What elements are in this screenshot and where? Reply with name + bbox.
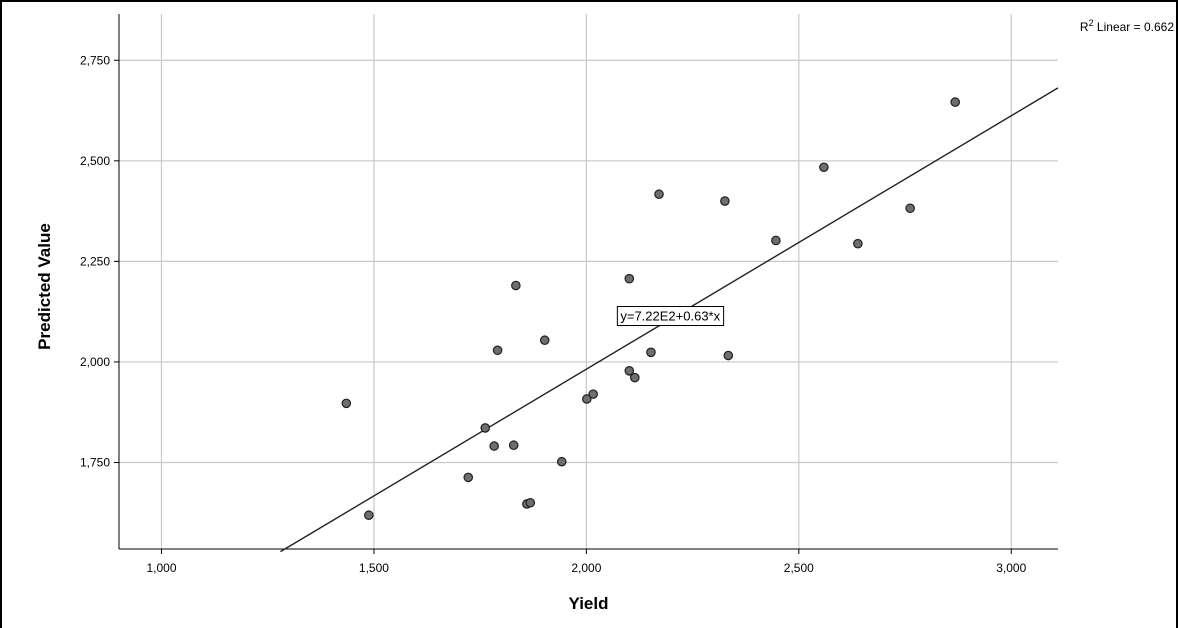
data-point bbox=[819, 162, 829, 173]
grid-lines bbox=[119, 14, 1058, 549]
y-tick-label: 2,250 bbox=[80, 254, 110, 268]
data-point bbox=[511, 280, 521, 291]
data-point bbox=[771, 235, 781, 246]
data-point bbox=[582, 394, 592, 404]
x-tick-label: 2,500 bbox=[784, 561, 814, 575]
data-point bbox=[492, 345, 503, 356]
data-point bbox=[480, 423, 491, 433]
data-point bbox=[588, 389, 598, 399]
data-point bbox=[624, 273, 635, 284]
data-point bbox=[950, 97, 960, 107]
r2-label: R2 Linear = 0.662 bbox=[1080, 18, 1174, 34]
x-axis-ticks: 1,000 1,500 2,000 2,500 3,000 bbox=[146, 549, 1027, 575]
x-tick-label: 2,000 bbox=[571, 561, 601, 575]
data-point bbox=[525, 497, 536, 508]
data-points bbox=[341, 97, 960, 521]
y-axis-title: Predicted Value bbox=[35, 223, 54, 350]
data-point bbox=[646, 347, 656, 358]
data-point bbox=[905, 203, 915, 214]
data-point bbox=[341, 398, 352, 409]
data-point bbox=[654, 189, 664, 200]
y-tick-label: 2,500 bbox=[80, 154, 110, 168]
y-axis-ticks: 1,750 2,000 2,250 2,500 2,750 bbox=[80, 53, 119, 470]
data-point bbox=[630, 372, 640, 383]
data-point bbox=[539, 335, 550, 346]
data-point bbox=[489, 441, 499, 451]
x-tick-label: 1,500 bbox=[359, 561, 389, 575]
x-tick-label: 1,000 bbox=[146, 561, 176, 575]
data-point bbox=[463, 472, 474, 483]
data-point bbox=[508, 440, 519, 451]
data-point bbox=[624, 366, 635, 376]
data-point bbox=[853, 238, 863, 249]
annotations: y=7.22E2+0.63*x R2 Linear = 0.662 bbox=[616, 18, 1174, 327]
data-point bbox=[720, 196, 730, 206]
equation-label: y=7.22E2+0.63*x bbox=[620, 309, 720, 324]
axes bbox=[118, 14, 1058, 550]
y-tick-label: 2,000 bbox=[80, 355, 110, 369]
x-axis-title: Yield bbox=[569, 594, 609, 613]
x-tick-label: 3,000 bbox=[996, 561, 1026, 575]
y-tick-label: 1,750 bbox=[80, 456, 110, 470]
data-point bbox=[364, 510, 374, 521]
data-point bbox=[556, 456, 567, 467]
y-tick-label: 2,750 bbox=[80, 53, 110, 67]
equation-box bbox=[616, 306, 725, 327]
data-point bbox=[723, 350, 734, 361]
